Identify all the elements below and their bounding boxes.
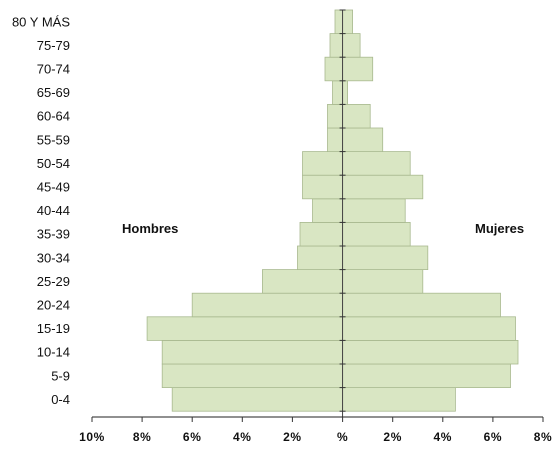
- category-label: 40-44: [37, 203, 70, 218]
- bar-hombres-10-14: [161, 339, 343, 365]
- category-label: 0-4: [51, 392, 70, 407]
- bar-hombres-80-y-más: [334, 9, 343, 35]
- category-label: 10-14: [37, 345, 70, 360]
- bar-hombres-45-49: [302, 174, 343, 200]
- bar-hombres-15-19: [146, 316, 343, 341]
- x-tick-label: 4%: [434, 430, 453, 444]
- bar-hombres-60-64: [327, 104, 343, 129]
- bar-hombres-40-44: [312, 198, 344, 223]
- x-tick-label: 10%: [79, 430, 105, 444]
- bar-mujeres-0-4: [342, 387, 456, 412]
- category-label: 30-34: [37, 250, 70, 265]
- bar-hombres-55-59: [327, 127, 343, 153]
- x-tick-label: %: [337, 430, 348, 444]
- x-tick-label: 2%: [283, 430, 302, 444]
- bar-mujeres-5-9: [342, 363, 511, 389]
- x-tick-label: 8%: [133, 430, 152, 444]
- category-label: 75-79: [37, 38, 70, 53]
- bar-mujeres-55-59: [342, 127, 384, 153]
- bar-mujeres-35-39: [342, 221, 411, 247]
- category-label: 25-29: [37, 274, 70, 289]
- bar-hombres-75-79: [329, 33, 343, 58]
- category-label: 20-24: [37, 298, 70, 313]
- bar-hombres-5-9: [161, 363, 343, 389]
- bar-hombres-25-29: [261, 269, 343, 294]
- category-label: 60-64: [37, 109, 70, 124]
- bar-hombres-30-34: [297, 245, 343, 271]
- bar-mujeres-75-79: [342, 33, 361, 58]
- bar-mujeres-15-19: [342, 316, 516, 341]
- category-label: 5-9: [51, 368, 70, 383]
- bar-hombres-20-24: [191, 292, 343, 318]
- x-tick-label: 6%: [183, 430, 202, 444]
- bar-mujeres-65-69: [342, 80, 349, 105]
- bar-mujeres-45-49: [342, 174, 424, 200]
- category-label: 35-39: [37, 227, 70, 242]
- bar-mujeres-20-24: [342, 292, 501, 318]
- category-label: 70-74: [37, 62, 70, 77]
- x-ticks-layer: 10% 8% 6% 4% 2%% 2% 4% 6% 8%: [79, 9, 553, 444]
- series-label-mujeres: Mujeres: [475, 221, 524, 236]
- category-label: 80 Y MÁS: [12, 14, 70, 29]
- category-label: 65-69: [37, 85, 70, 100]
- category-label: 45-49: [37, 180, 70, 195]
- x-tick-label: 6%: [484, 430, 503, 444]
- x-tick-label: 4%: [233, 430, 252, 444]
- bar-mujeres-30-34: [342, 245, 429, 271]
- category-label: 50-54: [37, 156, 70, 171]
- bar-mujeres-25-29: [342, 269, 424, 294]
- bar-mujeres-50-54: [342, 151, 411, 176]
- category-label: 15-19: [37, 321, 70, 336]
- bar-hombres-35-39: [299, 221, 343, 247]
- bar-hombres-65-69: [332, 80, 343, 105]
- bar-hombres-50-54: [302, 151, 343, 176]
- category-label: 55-59: [37, 132, 70, 147]
- bar-hombres-0-4: [171, 387, 343, 412]
- bar-mujeres-70-74: [342, 56, 374, 82]
- bar-mujeres-60-64: [342, 104, 371, 129]
- category-labels-layer: 0-4 5-9 10-14 15-19 20-24 25-29 30-34 35-39 40-4…: [12, 14, 70, 407]
- series-label-hombres: Hombres: [122, 221, 178, 236]
- bar-hombres-70-74: [324, 56, 343, 82]
- bar-mujeres-80-y-más: [342, 9, 354, 35]
- x-tick-label: 2%: [383, 430, 402, 444]
- bar-mujeres-40-44: [342, 198, 406, 223]
- bars-layer: [146, 9, 519, 412]
- x-tick-label: 8%: [534, 430, 553, 444]
- bar-mujeres-10-14: [342, 339, 519, 365]
